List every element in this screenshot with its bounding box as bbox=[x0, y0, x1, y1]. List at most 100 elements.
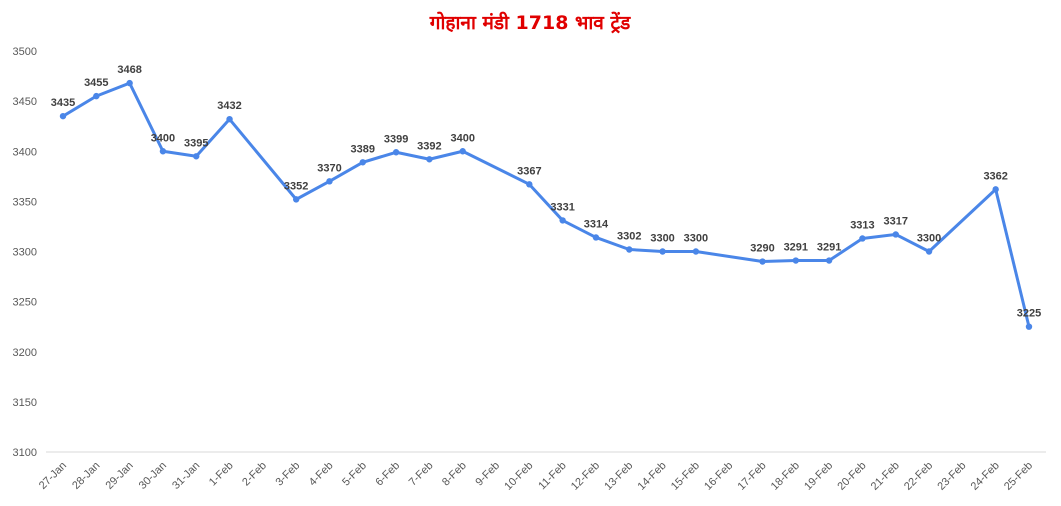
x-tick-label: 31-Jan bbox=[170, 460, 202, 492]
data-label: 3317 bbox=[884, 215, 908, 227]
series-line-segment bbox=[894, 232, 931, 253]
series-line-segment bbox=[627, 247, 665, 253]
x-tick-label: 10-Feb bbox=[502, 460, 535, 493]
x-tick-label: 19-Feb bbox=[802, 460, 835, 493]
data-label: 3455 bbox=[84, 77, 108, 89]
y-tick-label: 3200 bbox=[13, 347, 37, 359]
x-tick-label: 21-Feb bbox=[869, 460, 902, 493]
series-line-segment bbox=[761, 259, 798, 264]
series-line-segment bbox=[860, 232, 898, 240]
data-label: 3313 bbox=[850, 219, 874, 231]
data-point bbox=[292, 196, 300, 203]
series-line-segment bbox=[427, 149, 465, 161]
x-tick-label: 13-Feb bbox=[602, 460, 635, 493]
data-point bbox=[792, 257, 800, 264]
series-line-segment bbox=[994, 187, 1031, 329]
point-layer bbox=[59, 79, 1033, 330]
data-label: 3314 bbox=[584, 218, 609, 230]
x-tick-label: 29-Jan bbox=[103, 460, 135, 492]
series-line-segment bbox=[228, 117, 298, 201]
chart-title: गोहाना मंडी 1718 भाव ट्रेंड bbox=[429, 11, 631, 34]
y-tick-label: 3450 bbox=[13, 96, 37, 108]
label-layer: 3435 3455 3468 3400 3395 3432 3352 3370 3389 3399… bbox=[51, 64, 1041, 320]
data-label: 3290 bbox=[750, 243, 774, 255]
series-line-segment bbox=[94, 81, 132, 98]
data-point bbox=[825, 257, 833, 264]
data-point bbox=[126, 79, 133, 87]
series-line-segment bbox=[394, 150, 431, 161]
x-tick-label: 23-Feb bbox=[935, 460, 968, 493]
x-tick-label: 2-Feb bbox=[240, 460, 269, 489]
data-point bbox=[326, 178, 333, 185]
series-line-segment bbox=[194, 117, 232, 158]
data-label: 3291 bbox=[784, 242, 808, 254]
series-line-segment bbox=[561, 218, 598, 239]
y-tick-label: 3150 bbox=[13, 397, 37, 409]
x-tick-label: 17-Feb bbox=[735, 460, 768, 493]
data-label: 3367 bbox=[517, 165, 541, 177]
data-label: 3370 bbox=[317, 162, 341, 174]
data-point bbox=[559, 217, 566, 224]
x-tick-label: 27-Jan bbox=[37, 460, 69, 492]
x-tick-label: 4-Feb bbox=[307, 460, 336, 489]
data-point bbox=[359, 159, 366, 166]
data-point bbox=[759, 258, 766, 265]
data-point bbox=[193, 153, 200, 160]
data-label: 3352 bbox=[284, 180, 308, 192]
x-tick-label: 30-Jan bbox=[137, 460, 169, 492]
series-line-segment bbox=[61, 94, 98, 118]
x-tick-label: 8-Feb bbox=[440, 460, 469, 489]
data-label: 3300 bbox=[650, 233, 674, 245]
series-line-segment bbox=[827, 236, 864, 263]
series-line-segment bbox=[327, 160, 365, 183]
series-line-segment bbox=[461, 149, 531, 186]
series-line-segment bbox=[694, 250, 765, 264]
y-tick-label: 3250 bbox=[13, 297, 37, 309]
series-line-segment bbox=[927, 187, 998, 253]
data-label: 3435 bbox=[51, 97, 75, 109]
data-label: 3395 bbox=[184, 137, 208, 149]
series-line-segment bbox=[128, 81, 165, 153]
series-line-segment bbox=[161, 149, 198, 158]
data-label: 3432 bbox=[217, 100, 241, 112]
x-tick-label: 9-Feb bbox=[473, 460, 502, 489]
y-tick-label: 3350 bbox=[13, 196, 37, 208]
data-label: 3400 bbox=[450, 132, 474, 144]
x-tick-label: 28-Jan bbox=[70, 460, 102, 492]
y-tick-label: 3100 bbox=[13, 447, 37, 459]
data-point bbox=[59, 112, 67, 120]
x-tick-label: 18-Feb bbox=[769, 460, 802, 493]
data-label: 3389 bbox=[351, 143, 375, 155]
data-point bbox=[859, 235, 866, 242]
data-label: 3362 bbox=[983, 170, 1007, 182]
x-tick-label: 7-Feb bbox=[407, 460, 436, 489]
data-point bbox=[93, 92, 100, 100]
data-point bbox=[659, 248, 666, 255]
data-label: 3400 bbox=[151, 132, 175, 144]
data-point bbox=[892, 231, 899, 238]
data-point bbox=[1025, 323, 1033, 330]
series-line-segment bbox=[594, 235, 631, 251]
data-label: 3399 bbox=[384, 133, 408, 145]
x-tick-label: 24-Feb bbox=[969, 460, 1002, 493]
x-tick-label: 16-Feb bbox=[702, 460, 735, 493]
data-point bbox=[925, 248, 933, 255]
data-label: 3468 bbox=[117, 64, 141, 76]
data-label: 3392 bbox=[417, 140, 441, 152]
x-tick-label: 5-Feb bbox=[340, 460, 369, 489]
x-tick-label: 20-Feb bbox=[835, 460, 868, 493]
y-tick-label: 3300 bbox=[13, 247, 37, 259]
data-label: 3300 bbox=[684, 233, 708, 245]
data-point bbox=[992, 186, 999, 193]
x-tick-label: 12-Feb bbox=[569, 460, 602, 493]
x-tick-label: 25-Feb bbox=[1002, 460, 1035, 493]
data-label: 3300 bbox=[917, 233, 941, 245]
x-tick-label: 3-Feb bbox=[273, 460, 302, 489]
x-tick-label: 1-Feb bbox=[207, 460, 236, 489]
data-point bbox=[159, 148, 167, 155]
data-point bbox=[459, 148, 466, 155]
data-point bbox=[226, 115, 233, 123]
series-line-segment bbox=[361, 150, 398, 164]
x-tick-label: 22-Feb bbox=[902, 460, 935, 493]
